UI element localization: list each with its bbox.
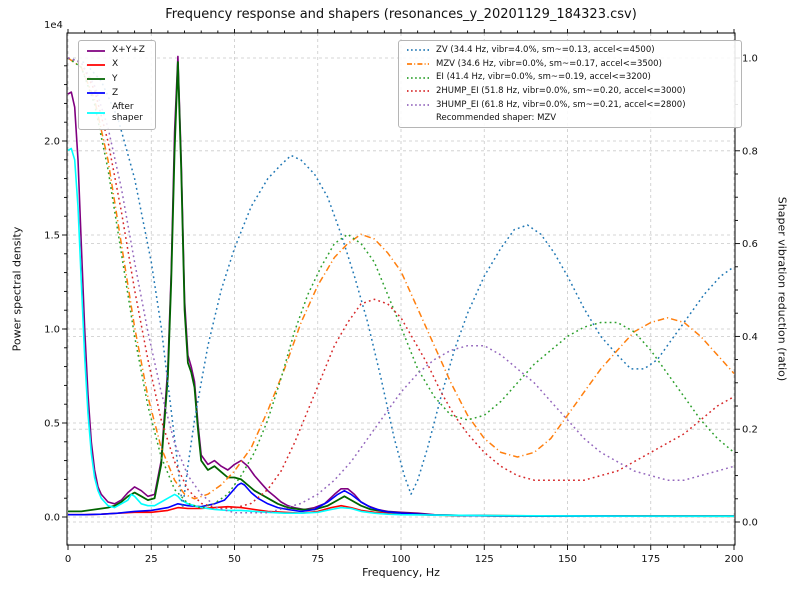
- legend-item-x: X: [86, 59, 148, 70]
- legend-line-sample-xyz: [87, 49, 105, 52]
- series-ei: [67, 57, 735, 509]
- y-left-tick-label: 0.0: [44, 513, 60, 524]
- recommended-shaper-note: Recommended shaper: MZV: [436, 113, 557, 124]
- y-left-tick-label: 1.5: [44, 231, 60, 242]
- legend-label-mzv: MZV (34.6 Hz, vibr=0.0%, sm~=0.17, accel…: [436, 58, 662, 69]
- y-axis-offset-text: 1e4: [44, 20, 63, 31]
- legend-label-after-shaper: After shaper: [112, 102, 143, 124]
- legend-label-z: Z: [112, 87, 119, 98]
- legend-label-x: X: [112, 59, 119, 70]
- y-right-tick-label: 1.0: [742, 54, 758, 65]
- legend-item-mzv: MZV (34.6 Hz, vibr=0.0%, sm~=0.17, accel…: [406, 59, 734, 70]
- series-zv: [67, 57, 735, 509]
- legend-item-3hump-ei: 3HUMP_EI (61.8 Hz, vibr=0.0%, sm~=0.21, …: [406, 100, 734, 111]
- y-left-tick-label: 0.5: [44, 419, 60, 430]
- x-tick-label: 200: [724, 554, 743, 565]
- y-right-tick-label: 0.4: [742, 332, 758, 343]
- y-axis-label-left: Power spectral density: [10, 226, 24, 352]
- legend-item-y: Y: [86, 74, 148, 85]
- series-mzv: [67, 57, 735, 500]
- x-tick-label: 150: [558, 554, 577, 565]
- legend-label-zv: ZV (34.4 Hz, vibr=4.0%, sm~=0.13, accel<…: [436, 45, 655, 55]
- x-tick-label: 75: [311, 554, 324, 565]
- legend-line-sample-mzv: [407, 63, 429, 65]
- y-right-tick-label: 0.0: [742, 518, 758, 529]
- legend-line-sample-ei: [407, 76, 429, 79]
- x-tick-label: 50: [228, 554, 241, 565]
- legend-label-2hump-ei: 2HUMP_EI (51.8 Hz, vibr=0.0%, sm~=0.20, …: [436, 85, 686, 96]
- y-left-tick-label: 1.0: [44, 325, 60, 336]
- series-z: [68, 482, 735, 517]
- y-right-tick-label: 0.8: [742, 146, 758, 157]
- series-after-shaper: [67, 147, 735, 517]
- legend-line-sample-2hump-ei: [407, 90, 429, 93]
- legend-item-zv: ZV (34.4 Hz, vibr=4.0%, sm~=0.13, accel<…: [406, 45, 734, 56]
- tick-labels: 0 25 50 75 100 125 150 175 200 0.0 0.5 1.0 1.5 2.0 0.0…: [44, 54, 758, 566]
- legend-line-sample-y: [87, 78, 105, 80]
- x-tick-label: 0: [65, 554, 71, 565]
- x-axis-label: Frequency, Hz: [362, 566, 440, 579]
- y-left-tick-label: 2.0: [44, 137, 60, 148]
- legend-line-sample-after-shaper: [87, 112, 105, 115]
- series-3hump-ei: [67, 57, 735, 514]
- legend-line-sample-3hump-ei: [407, 103, 429, 106]
- psd-legend: X+Y+Z X Y Z After shaper: [78, 40, 156, 130]
- legend-item-xyz: X+Y+Z: [86, 45, 148, 56]
- legend-line-sample-z: [87, 92, 105, 95]
- series-y: [68, 61, 735, 518]
- legend-line-sample-zv: [407, 49, 429, 52]
- legend-line-sample-x: [87, 64, 105, 66]
- series-lines: [67, 55, 735, 518]
- legend-item-after-shaper: After shaper: [86, 102, 148, 125]
- legend-label-3hump-ei: 3HUMP_EI (61.8 Hz, vibr=0.0%, sm~=0.21, …: [436, 99, 686, 110]
- x-tick-label: 125: [475, 554, 494, 565]
- y-axis-label-right: Shaper vibration reduction (ratio): [775, 196, 789, 382]
- legend-label-y: Y: [112, 73, 118, 84]
- shaper-legend: ZV (34.4 Hz, vibr=4.0%, sm~=0.13, accel<…: [398, 40, 742, 129]
- chart-title: Frequency response and shapers (resonanc…: [165, 7, 637, 22]
- legend-item-ei: EI (41.4 Hz, vibr=0.0%, sm~=0.19, accel<…: [406, 72, 734, 83]
- x-tick-label: 100: [391, 554, 410, 565]
- legend-label-xyz: X+Y+Z: [112, 45, 145, 55]
- x-tick-label: 175: [641, 554, 660, 565]
- x-tick-label: 25: [145, 554, 158, 565]
- legend-item-z: Z: [86, 88, 148, 99]
- legend-label-ei: EI (41.4 Hz, vibr=0.0%, sm~=0.19, accel<…: [436, 72, 651, 83]
- legend-item-2hump-ei: 2HUMP_EI (51.8 Hz, vibr=0.0%, sm~=0.20, …: [406, 86, 734, 97]
- y-right-tick-label: 0.6: [742, 239, 758, 250]
- y-right-tick-label: 0.2: [742, 425, 758, 436]
